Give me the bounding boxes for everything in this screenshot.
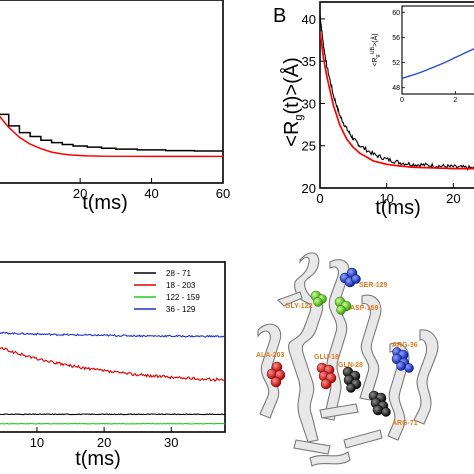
panel-b-y-tick-label: 30 [302,96,316,111]
panel-b-y-tick-label: 20 [302,181,316,196]
sphere-ser-129 [339,267,361,288]
panel-a-x-tick-label: 40 [144,186,158,201]
panel-c-x-tick-label: 10 [30,435,44,450]
panel-c-frame [0,261,226,433]
sphere-gln-28 [342,366,362,393]
inset-ticks: 0 2 48 52 56 60 [392,10,457,104]
panel-b-frame [319,1,474,189]
inset-x-tick-label: 0 [400,97,404,104]
svg-text:<RgUB>(Å): <RgUB>(Å) [370,33,381,66]
inset-ylabel: <RgUB>(Å) [370,33,381,66]
sphere-arg-36 [391,347,414,373]
panel-c-series-3 [0,331,225,338]
protein-structure: SER-129 GLY-122 ASP-159 ARG-36 ALA-203 G… [256,252,439,467]
panel-b-series-0 [320,14,474,171]
panel-a-series [0,113,223,158]
label-ala-203: ALA-203 [256,352,285,359]
panel-a-xlabel: t(ms) [82,192,128,214]
panel-c-series [0,331,225,425]
panel-b-xlabel: t(ms) [375,197,421,219]
sphere-gly-122 [310,290,327,307]
panel-c-legend: 28 - 71 18 - 203 122 - 159 36 - 129 [134,269,200,314]
panel-b-x-tick-label: 20 [446,191,460,206]
panel-b-y-tick-label: 40 [302,12,316,27]
panel-a-frame [0,0,224,184]
panel-a-x-ticks: 20 40 60 [73,178,230,201]
sphere-asp-159 [334,296,352,315]
inset-y-tick-label: 60 [392,10,400,17]
panel-c-series-1 [0,346,225,382]
panel-a-series-0 [0,113,223,152]
inset-y-tick-label: 48 [392,85,400,92]
panel-b-inset: <RgUB>(Å) 0 2 48 52 56 60 [370,5,474,104]
panel-c-series-2 [0,422,225,425]
inset-x-tick-label: 2 [453,97,457,104]
inset-series [401,47,474,79]
inset-y-tick-label: 56 [392,35,400,42]
panel-b-y-tick-label: 25 [302,139,316,154]
svg-text:<Rg(t)>(Å): <Rg(t)>(Å) [280,57,305,146]
inset-series-0 [401,47,474,79]
panel-c-series-0 [0,413,225,416]
label-gly-122: GLY-122 [285,303,312,310]
legend-label-1: 18 - 203 [166,281,196,290]
legend-label-0: 28 - 71 [166,269,191,278]
panel-b-y-tick-label: 35 [302,54,316,69]
sphere-glu-18 [316,362,337,390]
panel-a: 20 40 60 t(ms) [0,0,230,214]
panel-c-x-tick-label: 20 [97,435,111,450]
label-gln-28: GLN-28 [338,362,363,369]
panel-b-series-1 [320,31,474,170]
panel-b-series [320,14,474,171]
inset-frame [401,5,474,95]
label-arg-71: ARG-71 [392,420,418,427]
label-glu-18: GLU-18 [314,354,339,361]
panel-a-x-tick-label: 60 [216,186,230,201]
panel-a-x-tick-label: 20 [73,186,87,201]
label-arg-36: ARG-36 [392,342,418,349]
panel-b-x-tick-label: 10 [379,191,393,206]
panel-b-ylabel: <Rg(t)>(Å) [280,57,305,146]
label-asp-159: ASP-159 [350,305,379,312]
panel-c-x-ticks: 10 20 30 [30,427,179,450]
panel-b-x-tick-label: 0 [316,191,323,206]
panel-c-x-tick-label: 30 [164,435,178,450]
sphere-ala-203 [266,361,286,388]
legend-label-2: 122 - 159 [166,293,200,302]
legend-label-3: 36 - 129 [166,305,196,314]
inset-y-tick-label: 52 [392,60,400,67]
panel-a-series-1 [0,115,223,158]
sphere-arg-71 [368,390,391,417]
panel-c-xlabel: t(ms) [75,448,121,470]
label-ser-129: SER-129 [359,282,388,289]
panel-b-label: B [273,5,286,27]
